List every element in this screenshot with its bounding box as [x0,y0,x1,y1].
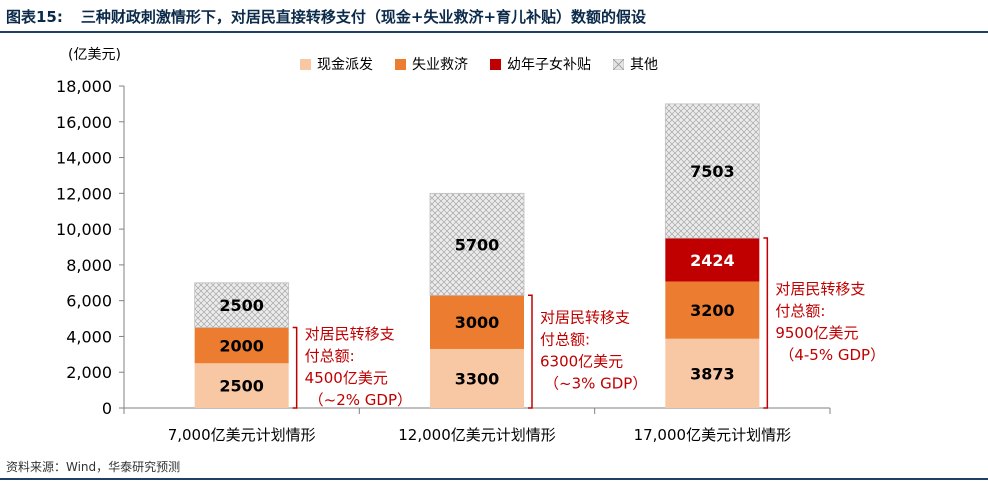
bracket-total [528,294,533,409]
figure-title-text: 三种财政刺激情形下，对居民直接转移支付（现金+失业救济+育儿补贴）数额的假设 [80,8,647,26]
data-label-unemployment: 2000 [219,336,264,355]
bar-segment-cash [430,348,524,408]
title-rule [0,31,988,33]
y-tick-label: 10,000 [56,220,112,239]
legend-swatch-cash [300,58,311,70]
bar-segment-unemployment [665,281,760,339]
bar-segment-cash [665,338,760,408]
figure-number: 图表15: [6,8,63,26]
legend-swatch-child [490,58,501,70]
bracket-total [763,237,769,409]
source-note: 资料来源：Wind，华泰研究预测 [6,460,181,474]
x-category-label: 12,000亿美元计划情形 [398,426,556,444]
y-tick-label: 16,000 [56,113,112,132]
legend-label-unemployment: 失业救济 [412,57,468,73]
legend-item-other: 其他 [613,54,658,74]
data-label-child: 2424 [690,251,735,270]
data-label-cash: 2500 [219,377,264,396]
bar-segment-other [194,282,290,328]
annotation-line1: 对居民转移支 [775,280,865,298]
y-tick-label: 12,000 [56,184,112,203]
legend-item-unemployment: 失业救济 [395,54,468,74]
figure-title: 图表15: 三种财政刺激情形下，对居民直接转移支付（现金+失业救济+育儿补贴）数额… [6,6,646,27]
y-tick-label: 2,000 [66,363,112,382]
legend-label-other: 其他 [630,57,658,73]
data-label-cash: 3873 [690,364,735,383]
annotation-line3: 4500亿美元 [305,369,388,387]
annotation-line1: 对居民转移支 [305,325,395,343]
annotation-line1: 对居民转移支 [540,309,630,327]
y-tick-label: 0 [102,399,112,418]
annotation-line2: 付总额: [775,302,825,320]
data-label-other: 7503 [690,162,735,181]
y-tick-label: 6,000 [66,292,112,311]
legend-label-child: 幼年子女补贴 [507,57,591,73]
bar-segment-other [429,192,525,296]
annotation-line4: （~2% GDP） [309,391,412,409]
annotation-line3: 6300亿美元 [540,353,623,371]
legend-item-cash: 现金派发 [300,54,373,74]
bar-segment-unemployment [430,295,524,349]
bar-segment-other [664,103,760,239]
bar-segment-unemployment [194,327,289,364]
data-label-other: 5700 [455,235,500,254]
legend-swatch-unemployment [395,58,406,70]
x-category-label: 7,000亿美元计划情形 [168,426,316,444]
bar-segment-child [665,238,760,282]
annotation-line2: 付总额: [305,347,355,365]
annotation-line4: （4-5% GDP） [779,346,885,364]
data-label-unemployment: 3000 [455,313,500,332]
legend-swatch-other [613,58,624,70]
y-axis-unit: (亿美元) [68,47,121,63]
annotation-line4: （~3% GDP） [544,375,647,393]
y-tick-label: 14,000 [56,149,112,168]
legend-label-cash: 现金派发 [317,57,373,73]
annotation-line2: 付总额: [540,331,590,349]
data-label-unemployment: 3200 [690,301,735,320]
legend-item-child: 幼年子女补贴 [490,54,591,74]
annotation-line3: 9500亿美元 [775,324,858,342]
x-category-label: 17,000亿美元计划情形 [634,426,792,444]
bar-segment-cash [194,363,289,408]
bracket-total [292,326,298,409]
data-label-cash: 3300 [455,369,500,388]
data-label-other: 2500 [219,296,264,315]
y-tick-label: 18,000 [56,77,112,96]
y-tick-label: 8,000 [66,256,112,275]
y-tick-label: 4,000 [66,327,112,346]
chart-legend: 现金派发 失业救济 幼年子女补贴 其他 [300,54,658,74]
bottom-rule [0,478,988,480]
